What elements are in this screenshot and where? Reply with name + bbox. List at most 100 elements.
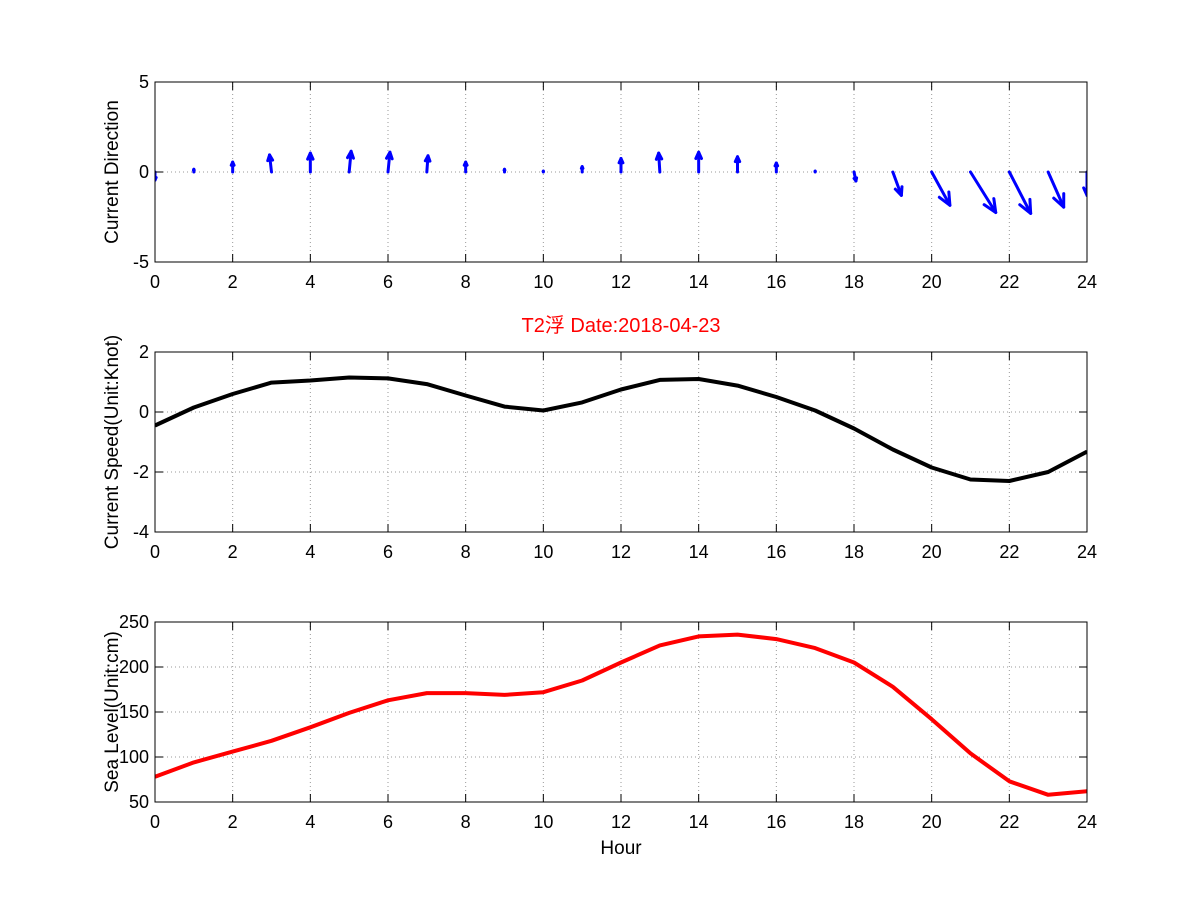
x-tick-label: 2 [228, 542, 238, 562]
arrow-shaft [891, 170, 903, 197]
x-tick-label: 0 [150, 542, 160, 562]
arrow-shaft [969, 170, 998, 214]
y-tick-label: 0 [139, 402, 149, 422]
y-axis-label: Current Speed(Unit:Knot) [102, 335, 123, 549]
x-tick-label: 14 [689, 542, 709, 562]
x-tick-label: 20 [922, 812, 942, 832]
direction-arrow [384, 150, 394, 174]
direction-arrow [617, 157, 625, 174]
arrow-head [654, 151, 664, 161]
y-tick-label: -5 [133, 252, 149, 272]
x-tick-label: 4 [305, 272, 315, 292]
arrow-shaft [1046, 170, 1066, 209]
x-tick-label: 22 [999, 812, 1019, 832]
direction-data [155, 149, 1087, 215]
arrow-head [502, 167, 507, 172]
direction-arrow [266, 153, 275, 174]
x-tick-label: 16 [766, 812, 786, 832]
direction-arrow [891, 170, 904, 197]
y-tick-label: 0 [139, 162, 149, 182]
direction-arrow [733, 155, 742, 174]
direction-arrow [155, 170, 158, 182]
y-tick-label: 2 [139, 342, 149, 362]
arrow-head [462, 160, 469, 167]
arrow-head [423, 154, 432, 163]
x-tick-label: 14 [689, 272, 709, 292]
x-tick-label: 4 [305, 542, 315, 562]
x-tick-label: 22 [999, 542, 1019, 562]
sea-level-data [155, 632, 1087, 797]
x-tick-label: 16 [766, 272, 786, 292]
x-tick-label: 8 [461, 812, 471, 832]
x-tick-label: 18 [844, 542, 864, 562]
x-tick-label: 18 [844, 272, 864, 292]
x-tick-label: 24 [1077, 272, 1097, 292]
direction-arrow [930, 170, 952, 207]
direction-arrow [1082, 170, 1087, 197]
y-tick-label: 50 [129, 792, 149, 812]
direction-arrow [852, 170, 859, 183]
arrow-head [191, 167, 196, 172]
arrow-head [617, 157, 625, 165]
x-tick-label: 2 [228, 272, 238, 292]
y-axis-label: Current Direction [102, 100, 123, 244]
speed-line [155, 375, 1087, 483]
x-tick-label: 20 [922, 542, 942, 562]
speed-data [155, 375, 1087, 483]
x-tick-label: 8 [461, 272, 471, 292]
x-tick-label: 0 [150, 272, 160, 292]
arrow-head [893, 185, 904, 197]
direction-arrow [191, 167, 196, 174]
y-tick-label: 200 [119, 657, 149, 677]
x-tick-label: 10 [533, 272, 553, 292]
arrow-head [1082, 186, 1087, 197]
y-tick-label: -4 [133, 522, 149, 542]
x-tick-label: 6 [383, 542, 393, 562]
x-tick-label: 8 [461, 542, 471, 562]
direction-arrow [1046, 170, 1066, 209]
y-tick-label: 100 [119, 747, 149, 767]
arrow-head [852, 176, 859, 183]
x-tick-label: 16 [766, 542, 786, 562]
direction-arrow [969, 170, 998, 214]
y-tick-label: 5 [139, 72, 149, 92]
arrow-head [694, 150, 703, 161]
direction-arrow [694, 150, 703, 174]
arrow-head [306, 151, 315, 161]
arrow-shaft [930, 170, 952, 207]
y-tick-label: 150 [119, 702, 149, 722]
arrow-head [346, 149, 355, 160]
arrow-shaft [1007, 170, 1033, 215]
x-tick-label: 12 [611, 272, 631, 292]
direction-arrow [579, 165, 585, 174]
arrow-head [266, 153, 275, 163]
x-tick-label: 2 [228, 812, 238, 832]
direction-arrow [229, 160, 236, 174]
arrow-head [937, 190, 952, 207]
direction-arrow [306, 151, 315, 174]
x-tick-label: 12 [611, 542, 631, 562]
x-tick-label: 6 [383, 272, 393, 292]
arrow-head [155, 176, 158, 182]
y-tick-label: 250 [119, 612, 149, 632]
arrow-head [733, 155, 742, 164]
x-tick-label: 18 [844, 812, 864, 832]
direction-arrow [1007, 170, 1033, 215]
arrow-head [773, 161, 780, 168]
x-tick-label: 20 [922, 272, 942, 292]
direction-arrow [654, 151, 664, 174]
arrow-head [1052, 192, 1066, 209]
direction-arrow [502, 167, 507, 174]
x-tick-label: 24 [1077, 542, 1097, 562]
x-tick-label: 24 [1077, 812, 1097, 832]
direction-arrow [773, 161, 780, 174]
arrow-head [579, 165, 585, 170]
arrow-head [229, 160, 236, 167]
y-axis-label: Sea Level(Unit:cm) [102, 631, 123, 793]
x-tick-label: 14 [689, 812, 709, 832]
x-tick-label: 6 [383, 812, 393, 832]
